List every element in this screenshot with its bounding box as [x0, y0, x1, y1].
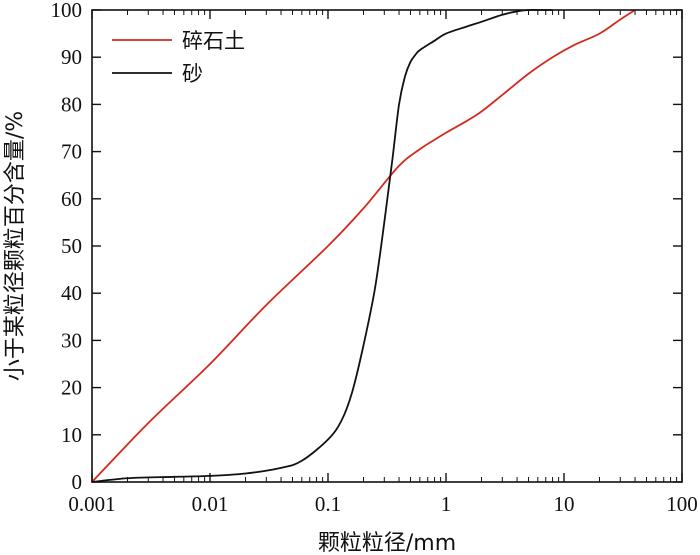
x-tick-label: 0.001	[68, 492, 115, 516]
y-tick-label: 60	[61, 187, 82, 211]
y-tick-label: 40	[61, 281, 82, 305]
x-tick-label: 1	[441, 492, 452, 516]
x-tick-label: 0.1	[315, 492, 341, 516]
series-line-suishitu	[91, 9, 636, 483]
y-tick-label: 10	[61, 423, 82, 447]
series-layer	[91, 8, 636, 483]
x-tick-label: 0.01	[192, 492, 229, 516]
y-tick-label: 20	[61, 376, 82, 400]
legend: 碎石土 砂	[112, 29, 245, 86]
legend-label-suishitu: 碎石土	[182, 29, 245, 53]
x-tick-label: 10	[554, 492, 575, 516]
legend-label-sha: 砂	[182, 62, 203, 86]
plot-frame	[91, 9, 683, 483]
ticks-layer: 0.001 0.01 0.1 1 10 100 0 10 20 30 40 50 60 70 80 90 100	[51, 0, 698, 516]
y-tick-label: 100	[51, 0, 83, 22]
y-tick-label: 50	[61, 234, 82, 258]
y-tick-label: 30	[61, 328, 82, 352]
y-tick-label: 90	[61, 45, 82, 69]
y-tick-label: 70	[61, 140, 82, 164]
series-line-sha	[91, 8, 553, 483]
y-tick-label: 0	[72, 470, 83, 494]
x-axis-title: 颗粒粒径/mm	[318, 531, 456, 555]
x-tick-label: 100	[666, 492, 698, 516]
y-tick-label: 80	[61, 92, 82, 116]
y-axis-title: 小于某粒径颗粒百分含量/%	[3, 111, 28, 381]
